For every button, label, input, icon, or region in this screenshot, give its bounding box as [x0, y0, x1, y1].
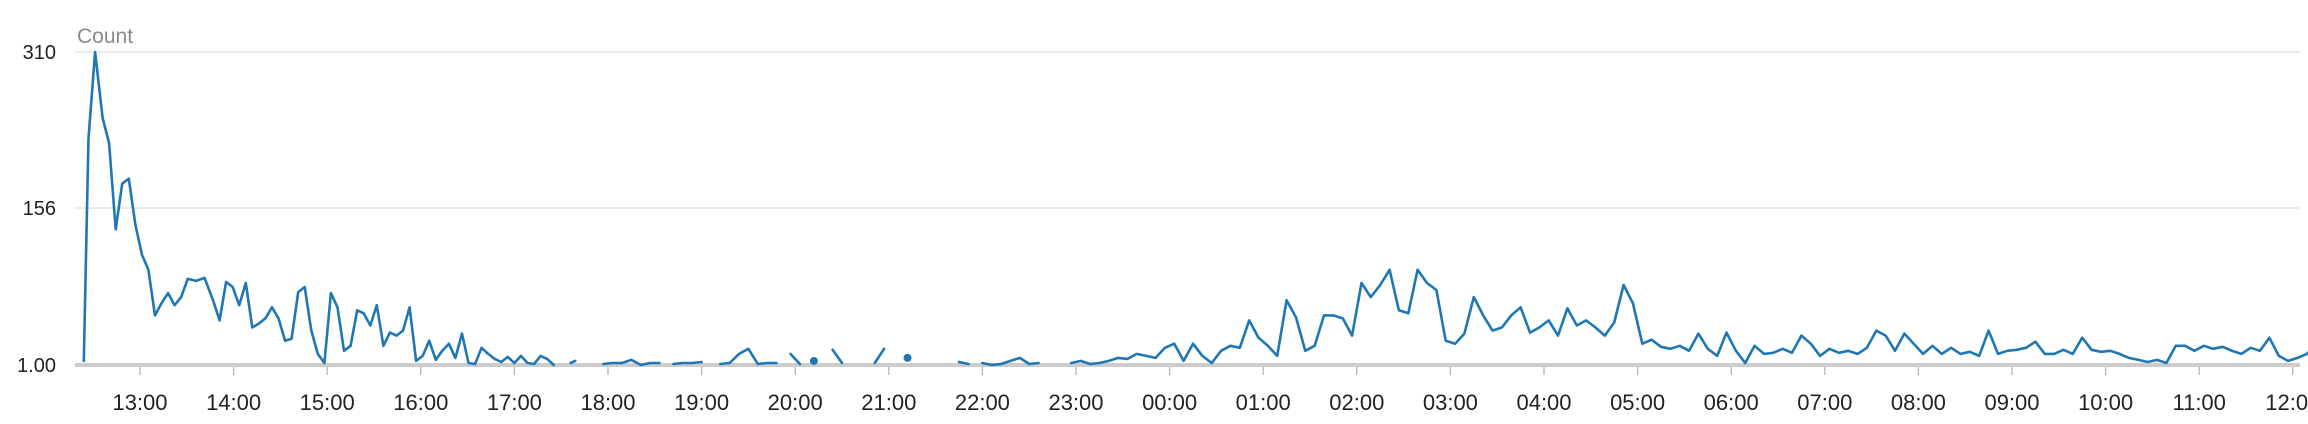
series-line	[569, 359, 577, 365]
series-line	[873, 347, 886, 365]
x-tick-label: 16:00	[393, 390, 448, 415]
x-tick-label: 13:00	[112, 390, 167, 415]
data-point	[903, 353, 912, 362]
x-tick-label: 06:00	[1704, 390, 1759, 415]
series-line	[719, 347, 778, 366]
x-tick-label: 19:00	[674, 390, 729, 415]
x-tick-label: 09:00	[1984, 390, 2039, 415]
x-tick-label: 15:00	[300, 390, 355, 415]
series-line	[831, 348, 844, 365]
x-tick-label: 03:00	[1423, 390, 1478, 415]
series-group	[82, 50, 2308, 367]
x-tick-label: 18:00	[580, 390, 635, 415]
x-tick-label: 07:00	[1797, 390, 1852, 415]
y-axis-label: Count	[77, 25, 133, 48]
x-tick-label: 20:00	[768, 390, 823, 415]
x-tick-label: 21:00	[861, 390, 916, 415]
series-line	[957, 360, 970, 366]
x-tick-label: 05:00	[1610, 390, 1665, 415]
x-tick-label: 08:00	[1891, 390, 1946, 415]
x-tick-label: 17:00	[487, 390, 542, 415]
x-tick-label: 23:00	[1048, 390, 1103, 415]
series-line	[1070, 268, 2308, 366]
x-axis-ticks: 13:00 14:00 15:00 16:00 17:00 18:00 19:00 20:00…	[112, 367, 2308, 415]
x-tick-label: 10:00	[2078, 390, 2133, 415]
x-tick-label: 00:00	[1142, 390, 1197, 415]
x-tick-label: 11:00	[2172, 390, 2225, 415]
y-tick-label: 156	[23, 198, 56, 220]
x-tick-label: 04:00	[1516, 390, 1571, 415]
x-tick-label: 12:00	[2265, 390, 2308, 415]
series-line	[672, 360, 703, 366]
series-line	[602, 358, 661, 367]
series-line	[82, 50, 555, 367]
y-axis-ticks: 310 156 1.00	[17, 42, 56, 377]
x-tick-label: 14:00	[206, 390, 261, 415]
x-tick-label: 01:00	[1236, 390, 1291, 415]
y-tick-label: 1.00	[17, 355, 56, 377]
x-tick-label: 22:00	[955, 390, 1010, 415]
data-point	[809, 356, 818, 365]
x-tick-label: 02:00	[1329, 390, 1384, 415]
series-line	[789, 352, 802, 366]
series-line	[981, 356, 1040, 367]
y-tick-label: 310	[23, 42, 56, 64]
grid-lines	[75, 51, 2300, 367]
